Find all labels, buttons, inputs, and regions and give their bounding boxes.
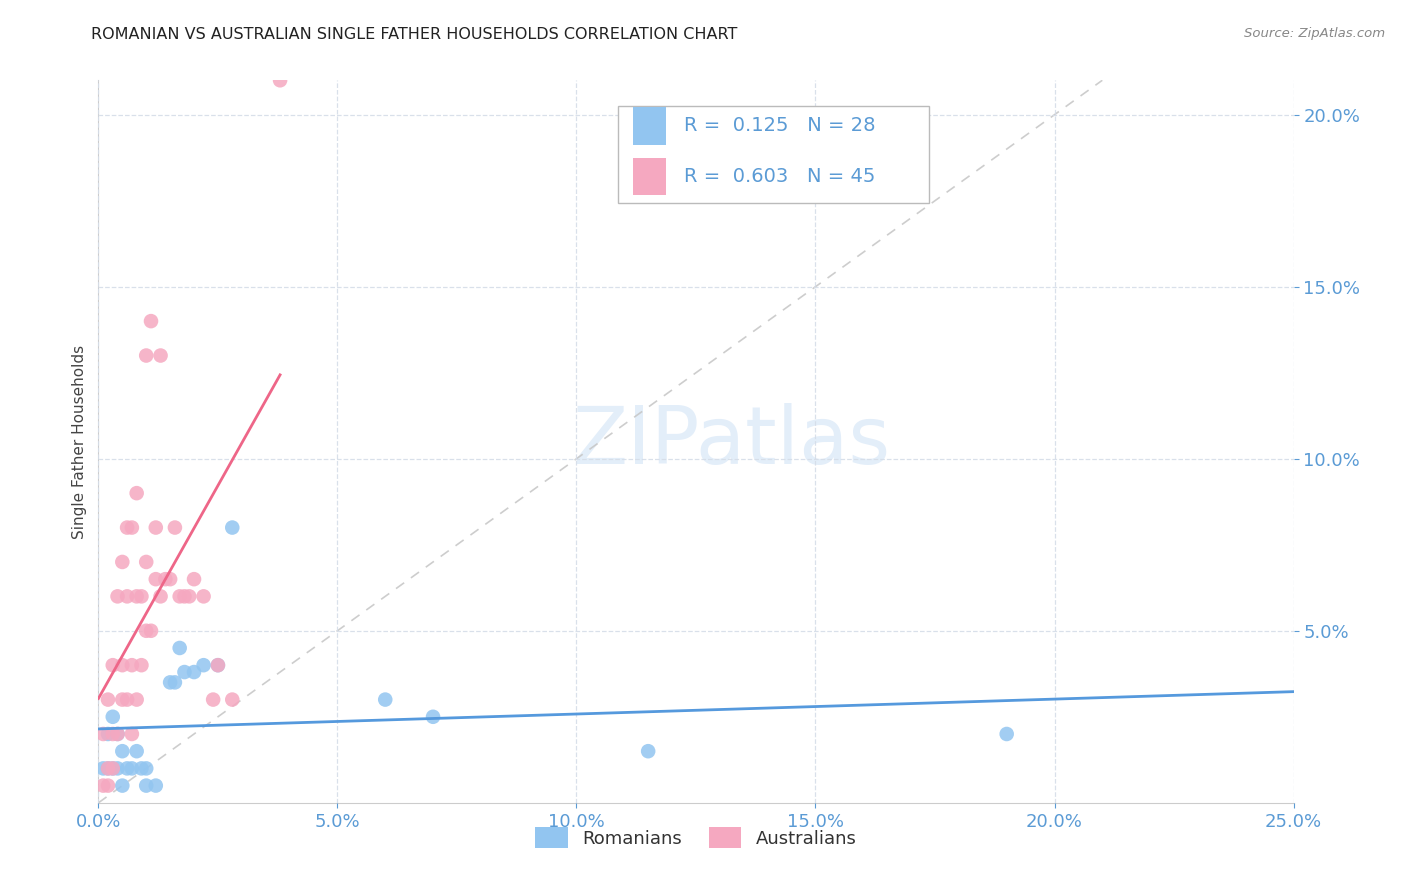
Point: [135, 624, 157, 638]
Point: [125, 590, 148, 604]
Point: [107, 727, 129, 741]
Point: [221, 692, 243, 706]
Point: [111, 744, 134, 758]
Point: [995, 727, 1018, 741]
FancyBboxPatch shape: [619, 105, 929, 203]
Point: [139, 314, 162, 328]
Point: [637, 744, 659, 758]
Point: [111, 555, 134, 569]
Point: [115, 520, 138, 534]
Y-axis label: Single Father Households: Single Father Households: [72, 344, 87, 539]
Point: [111, 658, 134, 673]
Point: [91, 727, 114, 741]
Point: [135, 349, 157, 363]
Text: ZIPatlas: ZIPatlas: [572, 402, 891, 481]
Point: [131, 761, 153, 775]
Point: [91, 779, 114, 793]
Point: [101, 710, 124, 724]
Point: [163, 520, 186, 534]
Point: [183, 572, 205, 586]
Point: [121, 658, 143, 673]
Text: Source: ZipAtlas.com: Source: ZipAtlas.com: [1244, 27, 1385, 40]
Point: [269, 73, 291, 87]
Point: [173, 590, 195, 604]
Point: [159, 572, 181, 586]
Point: [135, 555, 157, 569]
Point: [121, 520, 143, 534]
Point: [193, 658, 215, 673]
Point: [107, 590, 129, 604]
Point: [169, 640, 191, 655]
Point: [91, 761, 114, 775]
Point: [163, 675, 186, 690]
Point: [155, 572, 177, 586]
FancyBboxPatch shape: [633, 107, 666, 145]
Point: [202, 692, 225, 706]
Text: R =  0.125   N = 28: R = 0.125 N = 28: [685, 116, 876, 136]
Point: [121, 761, 143, 775]
Point: [139, 624, 162, 638]
Point: [131, 658, 153, 673]
Point: [101, 761, 124, 775]
Text: R =  0.603   N = 45: R = 0.603 N = 45: [685, 167, 876, 186]
Point: [183, 665, 205, 679]
Point: [125, 692, 148, 706]
Point: [179, 590, 201, 604]
Point: [107, 761, 129, 775]
FancyBboxPatch shape: [633, 158, 666, 195]
Point: [145, 779, 167, 793]
Legend: Romanians, Australians: Romanians, Australians: [527, 820, 865, 855]
Point: [207, 658, 229, 673]
Point: [101, 727, 124, 741]
Point: [111, 692, 134, 706]
Point: [125, 486, 148, 500]
Point: [193, 590, 215, 604]
Point: [135, 761, 157, 775]
Point: [159, 675, 181, 690]
Point: [97, 761, 120, 775]
Point: [173, 665, 195, 679]
Point: [374, 692, 396, 706]
Point: [149, 590, 172, 604]
Point: [97, 779, 120, 793]
Point: [145, 572, 167, 586]
Point: [97, 761, 120, 775]
Point: [121, 727, 143, 741]
Point: [135, 779, 157, 793]
Point: [145, 520, 167, 534]
Text: ROMANIAN VS AUSTRALIAN SINGLE FATHER HOUSEHOLDS CORRELATION CHART: ROMANIAN VS AUSTRALIAN SINGLE FATHER HOU…: [91, 27, 738, 42]
Point: [111, 779, 134, 793]
Point: [125, 744, 148, 758]
Point: [115, 761, 138, 775]
Point: [97, 692, 120, 706]
Point: [221, 520, 243, 534]
Point: [422, 710, 444, 724]
Point: [101, 761, 124, 775]
Point: [115, 590, 138, 604]
Point: [131, 590, 153, 604]
Point: [149, 349, 172, 363]
Point: [169, 590, 191, 604]
Point: [207, 658, 229, 673]
Point: [101, 658, 124, 673]
Point: [107, 727, 129, 741]
Point: [97, 727, 120, 741]
Point: [115, 692, 138, 706]
